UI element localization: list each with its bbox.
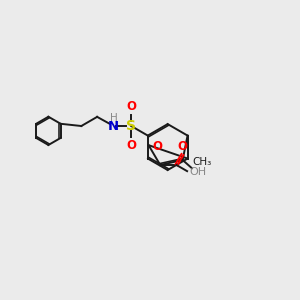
Text: O: O xyxy=(126,100,136,113)
Text: N: N xyxy=(107,119,118,133)
Text: O: O xyxy=(126,139,136,152)
Text: O: O xyxy=(152,140,162,153)
Text: OH: OH xyxy=(190,167,207,177)
Text: CH₃: CH₃ xyxy=(193,157,212,167)
Text: H: H xyxy=(110,113,118,123)
Text: O: O xyxy=(178,140,188,153)
Text: S: S xyxy=(126,119,136,133)
